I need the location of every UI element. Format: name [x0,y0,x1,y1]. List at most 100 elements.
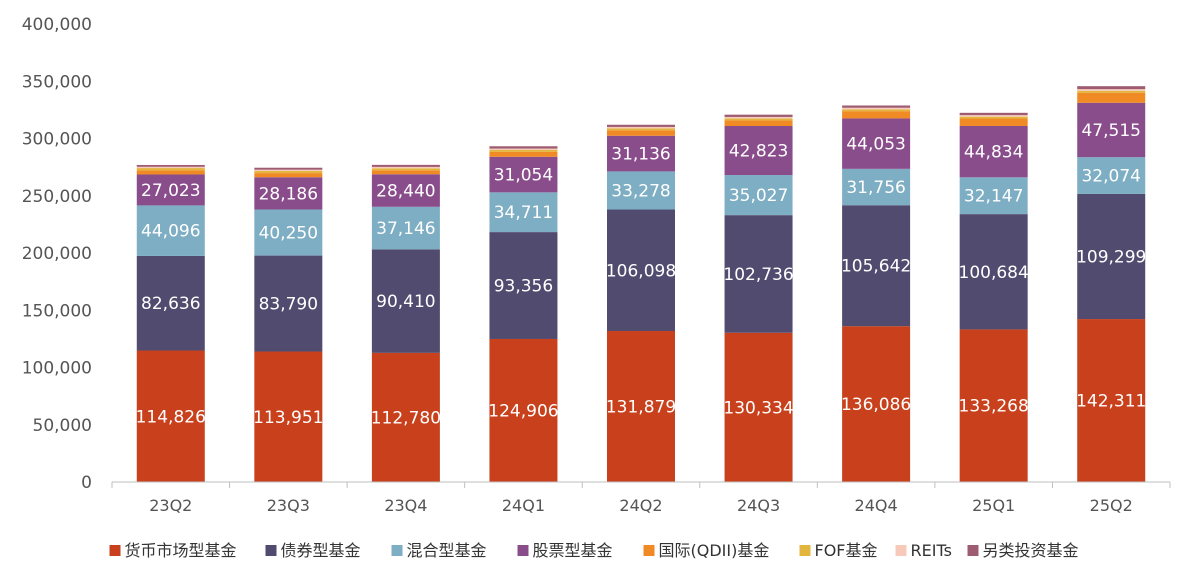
legend-item: 国际(QDII)基金 [643,541,770,560]
data-label: 93,356 [494,277,553,297]
bar-stack-23q2: 114,826 82,636 44,096 27,023 [136,164,206,482]
legend-label: 债券型基金 [281,541,361,560]
bar-segment [371,166,440,169]
bar-segment [1077,86,1146,90]
bar-segment [724,175,793,216]
y-tick-label: 100,000 [22,359,92,379]
legend-label: 另类投资基金 [983,541,1079,560]
bar-segment [489,148,558,150]
bar-segment [489,156,558,193]
bar-segment [607,209,675,331]
legend-swatch [643,545,655,556]
legend-label: REITs [911,541,952,560]
y-tick-label: 400,000 [22,15,92,35]
bar-segment [607,171,675,210]
bar-stack-25q2: 142,311 109,299 32,074 47,515 [1076,86,1146,482]
bar-segment [842,107,911,110]
bar-segment [489,338,558,482]
bar-segment [724,114,793,117]
bar-segment [136,350,205,482]
y-tick-label: 50,000 [33,416,92,436]
bar-segment [724,118,793,121]
bar-segment [136,164,205,167]
bar-segment [489,149,558,152]
legend-swatch [895,545,907,556]
data-label: 112,780 [371,408,441,428]
bar-segment [1077,102,1146,158]
bar-segment [842,326,911,482]
bar-area: 114,826 82,636 44,096 27,023 113,951 83,790 40… [136,86,1146,482]
bar-segment [842,118,911,169]
bar-segment [607,130,675,136]
data-label: 44,834 [964,143,1023,163]
x-tick-label: 24Q3 [737,496,780,515]
legend-swatch [109,545,121,556]
legend-item: REITs [895,541,952,560]
bar-segment [1077,90,1146,93]
bar-segment [254,171,323,174]
data-label: 31,054 [494,166,553,186]
legend-item: FOF基金 [799,541,878,560]
bar-segment [136,174,205,206]
legend-item: 债券型基金 [265,541,361,560]
bar-segment [724,125,793,176]
data-label: 114,826 [136,407,206,427]
bar-segment [842,205,911,327]
bar-segment [607,124,675,127]
data-label: 100,684 [959,263,1029,283]
bar-segment [607,135,675,172]
bar-segment [489,146,558,149]
legend-item: 股票型基金 [517,541,613,560]
bar-segment [371,170,440,175]
data-label: 44,053 [846,135,905,155]
data-label: 105,642 [841,257,911,277]
x-tick-label: 24Q2 [619,496,662,515]
x-tick-label: 23Q2 [149,496,192,515]
bar-segment [489,192,558,233]
data-label: 35,027 [729,186,788,206]
data-label: 130,334 [723,398,793,418]
data-label: 124,906 [488,401,558,421]
bar-stack-24q1: 124,906 93,356 34,711 31,054 [488,146,559,482]
x-tick-label: 23Q4 [384,496,427,515]
y-tick-label: 150,000 [22,301,92,321]
bar-stack-23q3: 113,951 83,790 40,250 28,186 [253,167,323,482]
data-label: 109,299 [1076,247,1146,267]
data-label: 106,098 [606,261,676,281]
bar-segment [254,255,323,352]
x-tick-label: 24Q4 [855,496,898,515]
legend-swatch [799,545,811,556]
legend-swatch [517,545,529,556]
data-label: 82,636 [141,294,200,314]
bar-segment [959,118,1028,126]
x-tick-label: 24Q1 [502,496,545,515]
bar-segment [489,232,558,339]
bar-segment [254,167,323,170]
bar-segment [959,177,1028,215]
bar-segment [607,126,675,129]
data-label: 44,096 [141,222,200,242]
y-tick-label: 0 [81,473,92,493]
data-label: 32,147 [964,187,1023,207]
bar-segment [254,209,323,256]
bar-segment [724,215,793,333]
legend-label: 货币市场型基金 [125,541,237,560]
data-label: 83,790 [259,295,318,315]
bar-segment [959,125,1028,178]
bar-segment [136,166,205,169]
legend-item: 混合型基金 [391,541,487,560]
legend-swatch [391,545,403,556]
x-axis: 23Q2 23Q3 23Q4 24Q1 24Q2 24Q3 24Q4 25Q1 25Q2 [111,481,1171,515]
y-axis: 0 50,000 100,000 150,000 200,000 250,000 300,0… [22,15,92,493]
legend: 货币市场型基金 债券型基金 混合型基金 股票型基金 国际(QDII)基金 FOF基金 REI… [109,541,1079,560]
bar-segment [959,329,1028,482]
bar-segment [959,112,1028,116]
bar-segment [607,128,675,131]
legend-label: 国际(QDII)基金 [659,541,770,560]
data-label: 33,278 [611,181,670,201]
bar-segment [1077,193,1146,320]
data-label: 28,186 [259,184,318,204]
y-tick-label: 300,000 [22,130,92,150]
bar-segment [136,170,205,175]
